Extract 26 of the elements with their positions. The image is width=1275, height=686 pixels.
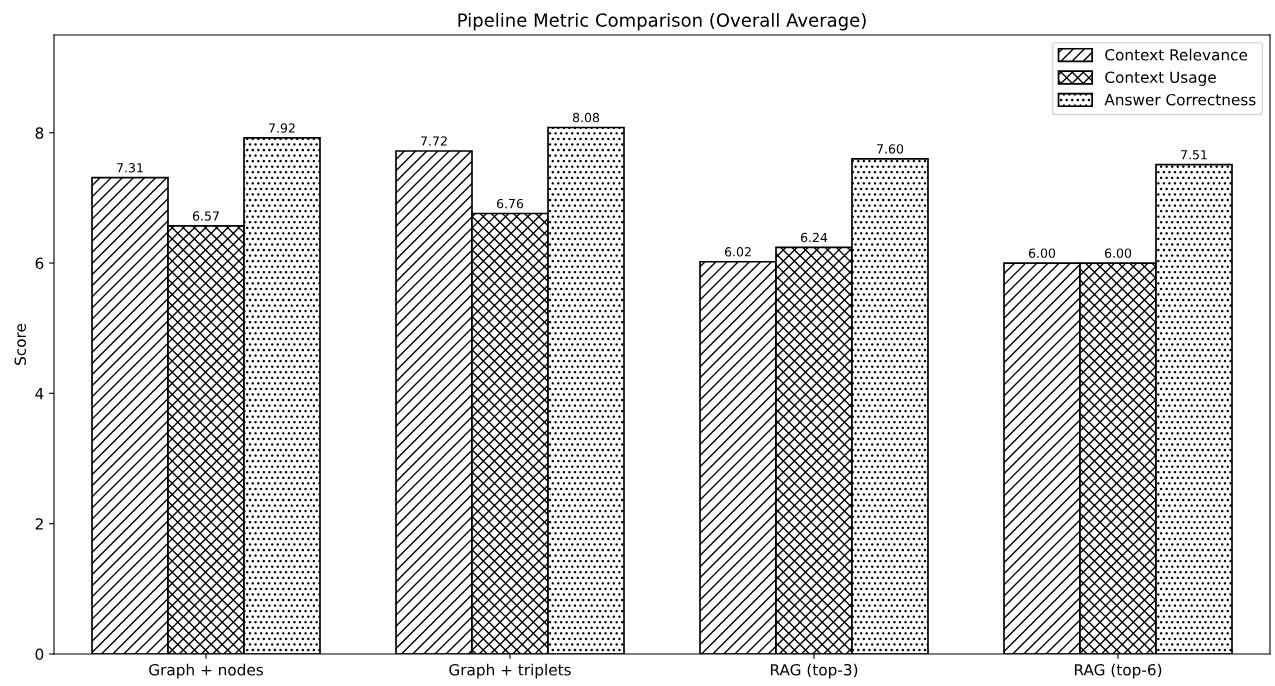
y-tick-label: 6 <box>35 257 44 270</box>
y-tick-label: 4 <box>35 388 44 400</box>
data-label: 7.51 <box>1181 150 1207 160</box>
legend-label: Context Relevance <box>1105 48 1248 61</box>
legend-label: Answer Correctness <box>1104 93 1256 106</box>
data-label: 7.92 <box>269 123 295 133</box>
y-axis-title: Score <box>14 323 27 365</box>
x-tick-label: Graph + triplets <box>449 663 571 679</box>
y-tick-label: 0 <box>35 648 44 661</box>
data-label: 7.60 <box>877 144 904 154</box>
x-tick-label: RAG (top-6) <box>1074 663 1162 679</box>
data-label: 6.24 <box>800 232 828 243</box>
data-label: 7.72 <box>421 136 447 146</box>
x-tick-label: RAG (top-3) <box>770 663 858 679</box>
y-tick-label: 2 <box>35 518 43 530</box>
data-label: 7.31 <box>117 163 143 173</box>
data-label: 6.02 <box>724 247 751 257</box>
data-label: 8.08 <box>572 112 600 123</box>
data-label: 6.76 <box>496 198 524 209</box>
x-tick-label: Graph + nodes <box>149 663 263 679</box>
y-tick-label: 8 <box>35 127 44 139</box>
data-label: 6.00 <box>1028 248 1056 258</box>
data-label: 6.57 <box>192 211 219 221</box>
legend-label: Context Usage <box>1105 71 1216 86</box>
chart-title: Pipeline Metric Comparison (Overall Average) <box>458 12 866 31</box>
data-label: 6.00 <box>1104 248 1132 258</box>
